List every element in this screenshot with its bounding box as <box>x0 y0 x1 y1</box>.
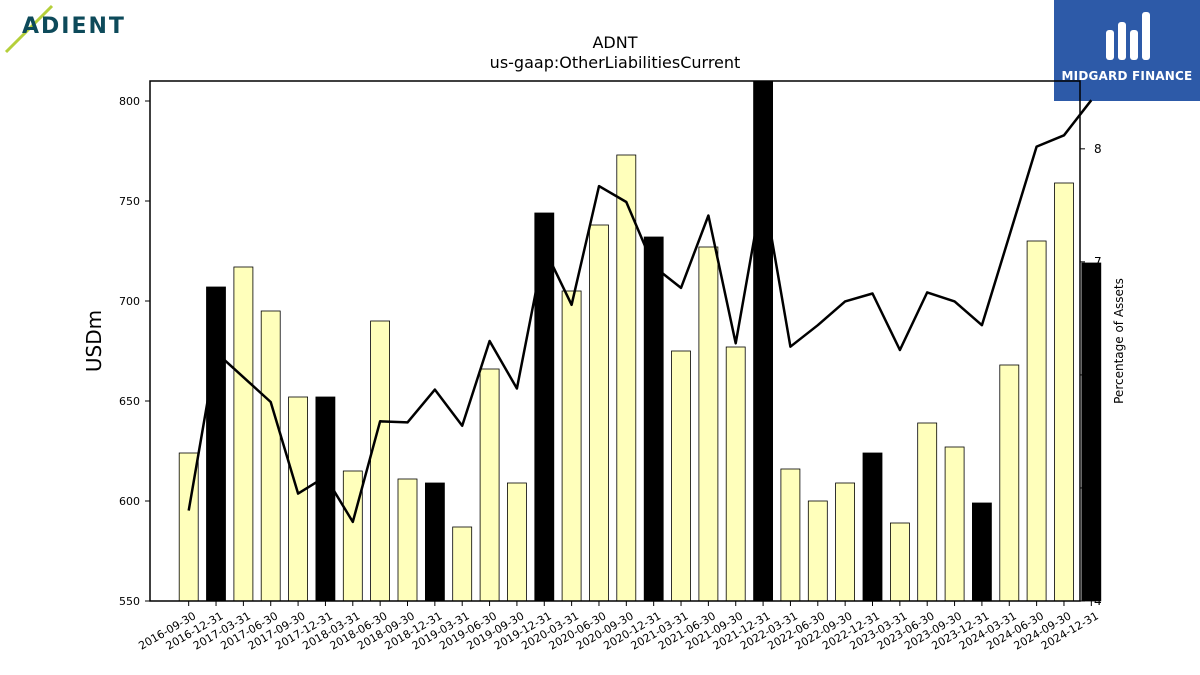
bar-2020-12-31 <box>643 236 664 602</box>
y2-tick-label: 5 <box>1094 481 1102 495</box>
y2-tick-label: 8 <box>1094 142 1102 156</box>
bar-2021-12-31 <box>753 80 773 602</box>
adient-logo: ADIENT <box>0 0 140 60</box>
bar-2023-06-30 <box>917 422 938 602</box>
bar-2020-09-30 <box>616 154 637 602</box>
bar-2021-03-31 <box>671 350 691 602</box>
bar-2018-06-30 <box>370 320 391 602</box>
bar-2023-09-30 <box>944 446 965 602</box>
bar-2019-06-30 <box>479 368 500 602</box>
bar-2022-12-31 <box>862 452 883 602</box>
y2-axis-label: Percentage of Assets <box>1112 278 1126 404</box>
chart-title: ADNT <box>592 33 637 52</box>
y-tick-label: 650 <box>119 395 140 408</box>
plot-frame <box>149 80 1081 602</box>
chart-subtitle: us-gaap:OtherLiabilitiesCurrent <box>490 53 741 72</box>
y-tick-label: 750 <box>119 195 140 208</box>
y2-tick-label: 6 <box>1094 368 1102 382</box>
bar-2019-09-30 <box>506 482 527 602</box>
bar-2022-09-30 <box>835 482 855 602</box>
midgard-logo-text: MIDGARD FINANCE <box>1061 69 1193 83</box>
bar-2024-03-31 <box>999 364 1020 602</box>
bar-2019-03-31 <box>452 526 473 602</box>
bar-2018-09-30 <box>397 478 418 602</box>
y-tick-label: 800 <box>119 95 140 108</box>
bar-2020-03-31 <box>561 290 582 602</box>
adient-logo-swoosh <box>4 4 54 54</box>
y-tick-label: 550 <box>119 595 140 608</box>
line-series-percentage-of-assets <box>187 99 1093 524</box>
bar-2020-06-30 <box>589 224 609 602</box>
y-tick-label: 600 <box>119 495 140 508</box>
midgard-finance-logo: MIDGARD FINANCE <box>1054 0 1200 101</box>
bar-2024-12-31 <box>1081 262 1102 602</box>
y-axis-label: USDm <box>82 310 106 372</box>
y2-tick-label: 4 <box>1094 594 1102 608</box>
bar-2017-12-31 <box>315 396 336 602</box>
bar-2024-06-30 <box>1026 240 1047 602</box>
bar-2024-09-30 <box>1054 182 1074 602</box>
bar-2022-06-30 <box>807 500 828 602</box>
bar-2018-12-31 <box>424 482 445 602</box>
bar-2019-12-31 <box>534 212 555 602</box>
midgard-logo-mark <box>1106 12 1150 60</box>
bar-2023-12-31 <box>972 502 992 602</box>
bar-2016-12-31 <box>206 286 226 602</box>
bar-2021-06-30 <box>698 246 719 602</box>
bar-2021-09-30 <box>725 346 746 602</box>
bar-2017-09-30 <box>288 396 309 602</box>
adient-logo-text: ADIENT <box>22 14 126 39</box>
bar-2018-03-31 <box>342 470 363 602</box>
bar-2023-03-31 <box>890 522 910 602</box>
y-tick-label: 700 <box>119 295 140 308</box>
bar-2017-06-30 <box>260 310 281 602</box>
bar-2017-03-31 <box>233 266 254 602</box>
bar-2022-03-31 <box>780 468 801 602</box>
y2-tick-label: 7 <box>1094 255 1102 269</box>
